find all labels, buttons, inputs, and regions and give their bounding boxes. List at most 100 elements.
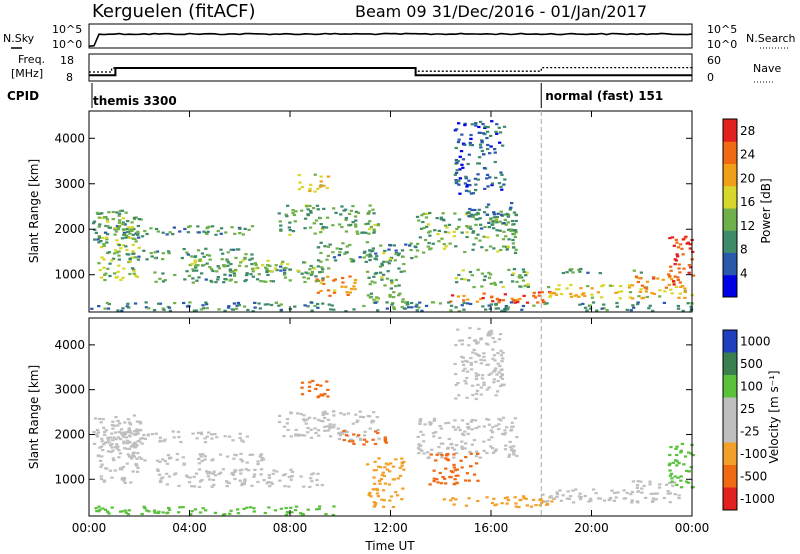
heatmap-cell [142,434,146,437]
heatmap-cell [204,301,208,304]
heatmap-cell [648,304,652,307]
heatmap-cell [307,385,312,388]
heatmap-cell [689,266,693,269]
heatmap-cell [464,479,468,482]
heatmap-cell [97,241,101,244]
heatmap-cell [487,438,491,441]
heatmap-cell [458,155,462,158]
heatmap-cell [490,447,495,450]
heatmap-cell [402,270,406,273]
heatmap-cell [132,455,136,458]
heatmap-cell [491,220,495,223]
heatmap-cell [516,298,520,301]
heatmap-cell [490,501,495,505]
heatmap-cell [608,496,613,500]
heatmap-cell [134,274,138,277]
heatmap-cell [125,462,129,465]
heatmap-cell [340,205,344,208]
heatmap-cell [214,233,218,236]
heatmap-cell [628,296,632,299]
heatmap-cell [190,510,194,513]
heatmap-cell [210,281,214,284]
heatmap-cell [468,225,472,228]
heatmap-cell [476,178,480,181]
heatmap-cell [499,375,503,379]
heatmap-cell [466,212,470,215]
heatmap-cell [499,210,503,213]
freq-left-tick-bottom: 8 [66,71,73,84]
heatmap-cell [639,288,643,291]
heatmap-cell [677,494,681,497]
heatmap-cell [432,477,436,480]
heatmap-cell [363,434,367,437]
heatmap-cell [163,460,167,463]
heatmap-cell [489,273,493,276]
heatmap-cell [209,279,213,282]
heatmap-cell [529,505,534,508]
heatmap-cell [368,255,372,258]
heatmap-cell [476,233,480,236]
heatmap-cell [236,512,241,515]
heatmap-cell [225,480,229,483]
heatmap-cell [109,450,113,453]
heatmap-cell [288,221,292,224]
heatmap-cell [473,177,478,180]
heatmap-cell [256,278,260,281]
heatmap-cell [233,453,237,456]
heatmap-cell [202,263,206,267]
heatmap-cell [256,266,260,270]
heatmap-cell [495,215,499,219]
heatmap-cell [239,261,243,264]
heatmap-cell [439,482,444,485]
heatmap-cell [454,180,458,183]
heatmap-cell [133,237,137,240]
heatmap-cell [320,484,324,487]
heatmap-cell [494,367,498,370]
heatmap-cell [691,454,695,457]
heatmap-cell [337,254,341,257]
heatmap-cell [627,284,632,287]
heatmap-cell [591,301,596,304]
x-tick-label: 20:00 [574,521,609,535]
heatmap-cell [383,249,387,252]
heatmap-cell [419,430,423,433]
heatmap-cell [205,307,209,310]
heatmap-cell [118,438,123,441]
heatmap-cell [302,434,307,437]
heatmap-cell [199,308,203,311]
heatmap-cell [452,456,456,459]
heatmap-cell [110,424,115,427]
heatmap-cell [521,268,526,271]
heatmap-cell [224,231,228,234]
heatmap-cell [123,509,127,512]
heatmap-cell [126,220,130,223]
heatmap-cell [525,271,529,274]
heatmap-cell [349,287,354,290]
heatmap-cell [213,433,217,436]
heatmap-cell [479,358,483,361]
heatmap-cell [106,450,111,453]
colorbar-swatch [723,208,737,231]
heatmap-cell [187,481,192,484]
heatmap-cell [126,453,130,456]
heatmap-cell [135,457,139,460]
heatmap-cell [404,301,408,304]
heatmap-cell [374,469,378,472]
heatmap-cell [391,465,396,468]
heatmap-cell [505,496,510,499]
heatmap-cell [128,260,132,263]
heatmap-cell [468,141,472,144]
heatmap-cell [489,134,493,137]
heatmap-cell [227,435,232,438]
heatmap-cell [460,339,464,342]
heatmap-cell [368,283,372,286]
heatmap-cell [445,226,449,229]
heatmap-cell [319,281,323,284]
heatmap-cell [308,204,312,207]
heatmap-cell [497,338,502,341]
heatmap-cell [631,480,636,483]
heatmap-cell [99,421,103,424]
heatmap-cell [339,412,343,415]
heatmap-cell [223,277,227,281]
heatmap-cell [388,295,392,298]
